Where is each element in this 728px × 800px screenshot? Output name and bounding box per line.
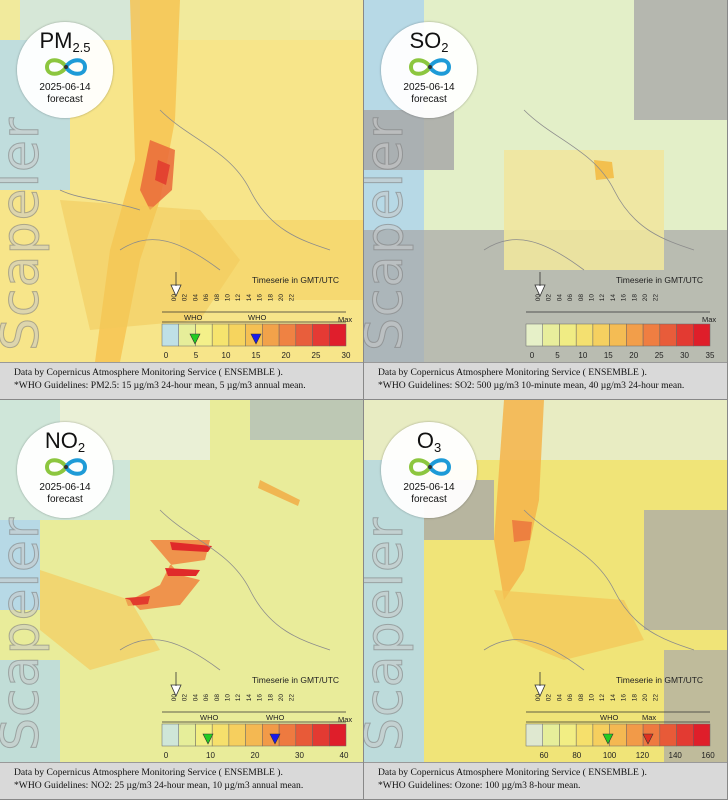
pollutant-badge: O3 2025-06-14 forecast	[381, 422, 477, 518]
forecast-label: forecast	[47, 94, 83, 105]
scapeler-watermark: Scapeler	[0, 516, 52, 751]
pollutant-badge: SO2 2025-06-14 forecast	[381, 22, 477, 118]
scapeler-watermark: Scapeler	[0, 116, 52, 351]
infinity-logo-icon	[44, 458, 88, 476]
caption-no2: Data by Copernicus Atmosphere Monitoring…	[0, 762, 363, 799]
caption-source: Data by Copernicus Atmosphere Monitoring…	[378, 367, 647, 378]
caption-guidelines: *WHO Guidelines: Ozone: 100 µg/m3 8-hour…	[378, 780, 581, 791]
panel-so2: Scapeler Timeserie in GMT/UTC 00 02 04 06 08…	[364, 0, 728, 400]
infinity-logo-icon	[408, 58, 452, 76]
caption-guidelines: *WHO Guidelines: PM2.5: 15 µg/m3 24-hour…	[14, 380, 306, 391]
panel-pm25: Scapeler Timeserie in GMT/UTC 00 02 04 06 08…	[0, 0, 364, 400]
infinity-logo-icon	[408, 458, 452, 476]
caption-source: Data by Copernicus Atmosphere Monitoring…	[14, 367, 283, 378]
forecast-date: 2025-06-14	[403, 482, 455, 493]
forecast-date: 2025-06-14	[39, 482, 91, 493]
forecast-label: forecast	[411, 94, 447, 105]
caption-pm25: Data by Copernicus Atmosphere Monitoring…	[0, 362, 363, 399]
caption-so2: Data by Copernicus Atmosphere Monitoring…	[364, 362, 727, 399]
pollutant-title: NO2	[44, 428, 86, 455]
pollutant-badge: PM2.5 2025-06-14 forecast	[17, 22, 113, 118]
panel-no2: Scapeler Timeserie in GMT/UTC 00 02 04 06 08…	[0, 400, 364, 800]
scapeler-watermark: Scapeler	[364, 116, 416, 351]
map-pm25	[0, 0, 363, 362]
panel-o3: Scapeler Timeserie in GMT/UTC 00 02 04 06 08…	[364, 400, 728, 800]
infinity-logo-icon	[44, 58, 88, 76]
forecast-label: forecast	[47, 494, 83, 505]
caption-source: Data by Copernicus Atmosphere Monitoring…	[378, 767, 647, 778]
forecast-label: forecast	[411, 494, 447, 505]
pollutant-title: SO2	[409, 28, 449, 55]
scapeler-watermark: Scapeler	[364, 516, 416, 751]
forecast-date: 2025-06-14	[39, 82, 91, 93]
pollutant-title: PM2.5	[39, 28, 91, 55]
caption-o3: Data by Copernicus Atmosphere Monitoring…	[364, 762, 727, 799]
caption-guidelines: *WHO Guidelines: NO2: 25 µg/m3 24-hour m…	[14, 780, 304, 791]
forecast-date: 2025-06-14	[403, 82, 455, 93]
pollutant-badge: NO2 2025-06-14 forecast	[17, 422, 113, 518]
caption-source: Data by Copernicus Atmosphere Monitoring…	[14, 767, 283, 778]
pollutant-title: O3	[416, 428, 442, 455]
caption-guidelines: *WHO Guidelines: SO2: 500 µg/m3 10-minut…	[378, 380, 685, 391]
map-o3	[364, 400, 727, 762]
